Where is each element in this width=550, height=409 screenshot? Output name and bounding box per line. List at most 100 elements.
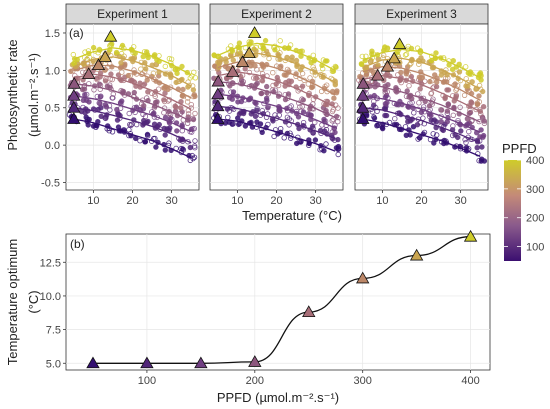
optimum-marker-ppfd-350 [242,46,256,59]
observation-point [249,44,255,51]
observation-point [187,128,193,135]
observation-point [478,127,484,133]
fitted-curve-ppfd-100 [362,107,481,144]
observation-point [462,136,468,143]
fitted-curve-ppfd-350 [362,57,481,90]
observation-point [190,126,196,132]
observation-point [277,38,283,44]
observation-point [408,60,414,67]
facet-2: Experiment 2 10 20 30 [209,3,344,207]
fitted-curve-ppfd-250 [73,73,192,110]
observation-point [254,107,260,113]
panel-b-ticks: 100 200 300 400 5.0 7.5 10.0 12.5 [40,257,480,387]
y-tick-label: 7.5 [46,325,61,337]
temperature-optimum-point-ppfd-50 [86,356,100,369]
observation-point [71,60,77,67]
observation-point [331,125,337,131]
observation-point [312,72,319,78]
temperature-optimum-point-ppfd-200 [248,355,262,367]
observation-point [98,93,104,99]
observation-point [382,45,388,51]
optimum-marker-ppfd-400 [247,26,262,38]
observation-point [118,50,125,57]
observation-point [240,79,246,85]
observation-point [403,71,409,77]
x-tick-label: 100 [138,375,156,387]
observation-point [118,44,125,51]
observation-point [473,106,479,113]
optimum-marker-ppfd-300 [91,58,106,71]
observation-point [374,122,381,128]
observation-point [330,107,336,113]
fitted-curve-ppfd-400 [73,47,192,76]
observation-point [126,121,133,128]
observation-point [382,89,388,96]
panel-a-facets: Experiment 110 20 30(a)Experiment 210 20 30E… [65,3,489,207]
observation-point [450,123,456,129]
observation-point [85,122,91,128]
observation-point [278,63,284,69]
observation-point [115,124,122,130]
observation-point [151,121,158,127]
observation-point [236,40,243,46]
observation-point [335,151,341,158]
optimum-marker-ppfd-200 [211,74,225,87]
observation-point [309,84,316,90]
observation-point [129,121,135,128]
observation-point [300,109,307,115]
observation-point [166,140,172,146]
x-tick-label: 20 [270,195,282,207]
observation-point [270,118,276,124]
observation-point [384,99,390,106]
observation-point [70,51,76,58]
observation-point [371,98,377,105]
optimum-marker-ppfd-350 [98,50,112,62]
observation-point [476,118,482,125]
y-tick-label: -0.5 [41,178,60,190]
observation-point [380,125,386,132]
observation-point [431,84,437,90]
observation-point [180,86,186,93]
observation-point [126,110,132,117]
observation-point [189,152,195,159]
observation-point [190,116,197,123]
observation-point [82,91,88,98]
optimum-marker-ppfd-150 [211,87,225,100]
observation-point [86,99,92,105]
observation-point [277,50,283,56]
observation-point [150,70,157,76]
observation-point [259,78,266,84]
observation-point [178,105,184,111]
observation-point [156,121,162,128]
observation-point [417,134,423,141]
observation-point [259,129,265,135]
observation-point [296,139,302,145]
observation-point [115,72,122,78]
observation-point [478,111,484,117]
observation-point [271,133,277,140]
observation-point [480,103,487,110]
panel-b-series [86,229,478,369]
x-tick-label: 30 [454,195,466,207]
y-tick-label: 12.5 [40,257,61,269]
fitted-curve-ppfd-250 [217,71,336,108]
observation-point [407,118,414,124]
observation-point [242,66,248,72]
observation-point [118,60,124,66]
fitted-curve-ppfd-200 [362,83,481,123]
y-tick-label: 1.0 [45,65,60,77]
observation-point [97,86,103,92]
observation-point [357,73,363,80]
facet-strip-label: Experiment 3 [386,7,457,21]
panel-a-ylabel-line2: (µmol.m⁻².s⁻¹) [26,53,41,137]
fitted-curve-ppfd-350 [73,56,192,87]
fitted-curve-ppfd-150 [362,95,481,133]
observation-point [466,128,472,135]
observation-point [322,58,329,64]
observation-point [457,104,463,110]
optimum-marker-ppfd-100 [67,100,81,113]
optimum-marker-ppfd-250 [370,68,385,81]
observation-point [426,103,433,109]
observation-point [431,140,437,146]
